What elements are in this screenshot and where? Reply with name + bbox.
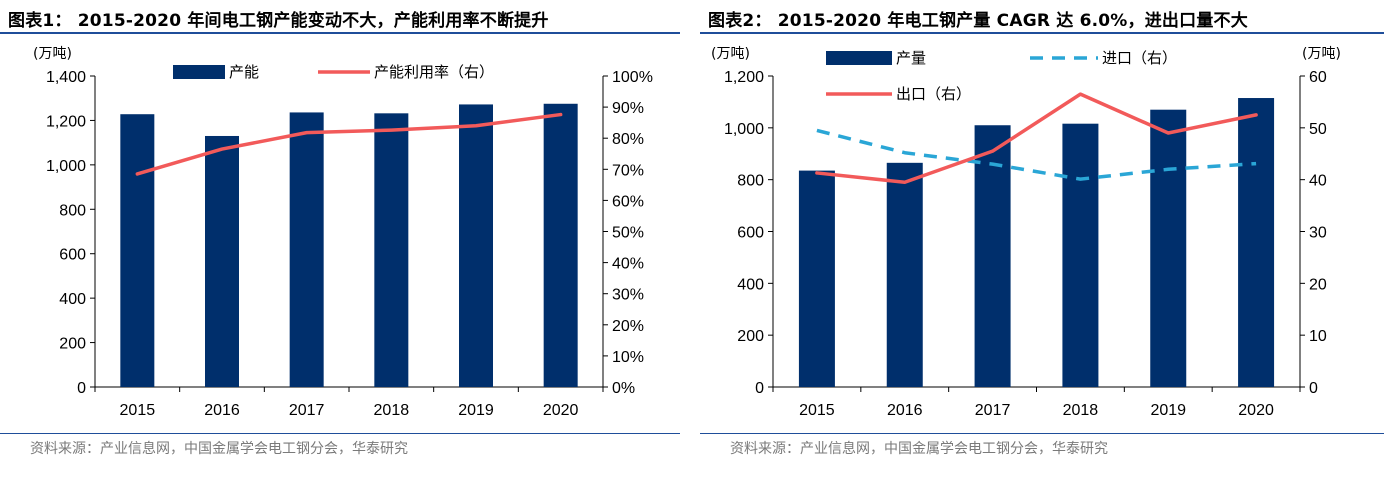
chart1-source: 资料来源：产业信息网，中国金属学会电工钢分会，华泰研究 bbox=[30, 441, 408, 457]
chart1-left-tick-label: 200 bbox=[59, 336, 86, 353]
chart1-right-tick-label: 60% bbox=[612, 193, 644, 210]
chart-panel-1: 图表1： 2015-2020 年间电工钢产能变动不大，产能利用率不断提升 0 20… bbox=[0, 0, 680, 487]
chart2-source: 资料来源：产业信息网，中国金属学会电工钢分会，华泰研究 bbox=[730, 441, 1108, 457]
chart1-right-tick-label: 10% bbox=[612, 349, 644, 366]
chart2-bar-2019 bbox=[1150, 109, 1187, 388]
chart1-right-tick-label: 20% bbox=[612, 318, 644, 335]
chart2-title-rule bbox=[700, 32, 1384, 34]
chart1-x-tick-label: 2017 bbox=[289, 402, 325, 419]
chart2-left-tick-label: 1,000 bbox=[724, 121, 764, 138]
chart2-svg: 0 200 400 600 800 1,000 1,200 0 10 20 30 40 50 60 2015… bbox=[711, 46, 1341, 419]
chart2-legend-label: 出口（右） bbox=[896, 85, 971, 103]
chart1-x-tick-label: 2016 bbox=[204, 402, 240, 419]
chart1-bar-2016 bbox=[205, 135, 239, 387]
chart2-bar-2015 bbox=[798, 170, 835, 387]
chart1-x-tick-label: 2018 bbox=[374, 402, 410, 419]
chart1-left-tick-label: 1,400 bbox=[46, 69, 86, 86]
chart2-source-rule bbox=[700, 433, 1384, 434]
chart2-x-tick-label: 2018 bbox=[1063, 402, 1099, 419]
chart1-right-tick-label: 80% bbox=[612, 131, 644, 148]
chart1-legend-label: 产能利用率（右） bbox=[374, 63, 494, 81]
chart2-left-tick-label: 600 bbox=[737, 225, 764, 242]
chart1-right-tick-label: 0% bbox=[612, 380, 635, 397]
chart2-x-tick-label: 2017 bbox=[975, 402, 1011, 419]
chart1-svg: 0 200 400 600 800 1,000 1,200 1,400 0% 10% 20% 30% 4… bbox=[33, 46, 653, 419]
chart2-left-tick-label: 0 bbox=[755, 380, 764, 397]
chart1-x-tick-label: 2015 bbox=[120, 402, 156, 419]
chart1-left-tick-label: 600 bbox=[59, 247, 86, 264]
chart2-right-tick-label: 40 bbox=[1309, 173, 1327, 190]
chart2-legend-swatch-bar bbox=[826, 51, 892, 65]
chart2-bar-2018 bbox=[1062, 123, 1099, 387]
chart1-right-tick-label: 70% bbox=[612, 162, 644, 179]
chart2-left-unit: (万吨) bbox=[711, 46, 750, 62]
chart2-x-tick-label: 2016 bbox=[887, 402, 923, 419]
chart2-x-tick-label: 2019 bbox=[1150, 402, 1186, 419]
chart2-right-unit: (万吨) bbox=[1302, 46, 1341, 62]
chart2-bar-2016 bbox=[886, 162, 923, 387]
chart1-line-series-1 bbox=[135, 112, 563, 176]
chart2-right-tick-label: 20 bbox=[1309, 276, 1327, 293]
chart2-right-tick-label: 60 bbox=[1309, 69, 1327, 86]
chart2-left-tick-label: 1,200 bbox=[724, 69, 764, 86]
chart1-right-tick-label: 90% bbox=[612, 100, 644, 117]
chart1-bar-2018 bbox=[374, 113, 409, 387]
chart2-right-tick-label: 50 bbox=[1309, 121, 1327, 138]
chart2-right-tick-label: 10 bbox=[1309, 328, 1327, 345]
chart1-title-rule bbox=[0, 32, 680, 34]
chart-panel-2: 图表2： 2015-2020 年电工钢产量 CAGR 达 6.0%，进出口量不大… bbox=[700, 0, 1384, 487]
chart2-left-tick-label: 400 bbox=[737, 276, 764, 293]
chart1-bar-2017 bbox=[289, 112, 324, 387]
chart2-legend-label: 产量 bbox=[896, 49, 926, 67]
chart2-left-tick-label: 800 bbox=[737, 173, 764, 190]
chart1-right-tick-label: 40% bbox=[612, 256, 644, 273]
chart2-left-tick-label: 200 bbox=[737, 328, 764, 345]
chart1-left-unit: (万吨) bbox=[33, 46, 72, 62]
chart1-x-tick-label: 2020 bbox=[543, 402, 579, 419]
chart1-legend-swatch-bar bbox=[173, 65, 225, 79]
chart1-bar-2019 bbox=[459, 104, 493, 387]
chart2-right-tick-label: 0 bbox=[1309, 380, 1318, 397]
chart2-line-series-2 bbox=[815, 92, 1258, 185]
chart1-left-tick-label: 0 bbox=[77, 380, 86, 397]
chart2-title: 图表2： 2015-2020 年电工钢产量 CAGR 达 6.0%，进出口量不大 bbox=[708, 11, 1248, 31]
chart1-right-tick-label: 50% bbox=[612, 225, 644, 242]
chart2-x-tick-label: 2015 bbox=[799, 402, 835, 419]
chart2-line-series-1 bbox=[816, 128, 1257, 181]
chart1-left-tick-label: 1,200 bbox=[46, 113, 86, 130]
chart1-bar-2015 bbox=[120, 114, 155, 388]
chart1-x-tick-label: 2019 bbox=[458, 402, 494, 419]
chart1-left-tick-label: 1,000 bbox=[46, 158, 86, 175]
chart2-x-tick-label: 2020 bbox=[1238, 402, 1274, 419]
chart2-bar-2017 bbox=[974, 125, 1011, 387]
chart1-bar-2020 bbox=[543, 103, 578, 388]
chart1-right-tick-label: 30% bbox=[612, 287, 644, 304]
chart1-left-tick-label: 800 bbox=[59, 202, 86, 219]
chart1-source-rule bbox=[0, 433, 680, 434]
chart1-left-tick-label: 400 bbox=[59, 291, 86, 308]
chart2-right-tick-label: 30 bbox=[1309, 225, 1327, 242]
chart1-title: 图表1： 2015-2020 年间电工钢产能变动不大，产能利用率不断提升 bbox=[8, 11, 549, 31]
chart1-right-tick-label: 100% bbox=[612, 69, 653, 86]
chart2-bar-2020 bbox=[1238, 98, 1275, 387]
chart1-legend-label: 产能 bbox=[229, 63, 259, 81]
chart2-legend-label: 进口（右） bbox=[1102, 49, 1177, 67]
